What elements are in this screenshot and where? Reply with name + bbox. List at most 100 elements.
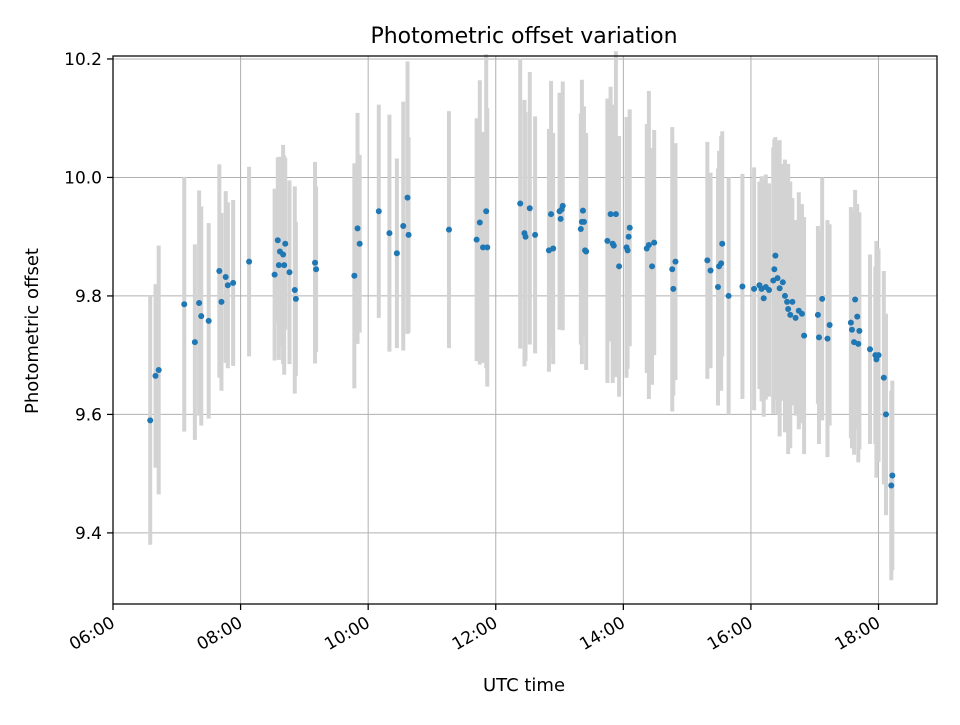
data-point: [779, 279, 786, 286]
data-point: [626, 224, 633, 231]
data-point: [704, 257, 711, 264]
data-point: [856, 327, 863, 334]
data-point: [526, 205, 533, 212]
data-point: [725, 292, 732, 299]
data-point: [224, 282, 231, 289]
data-point: [557, 215, 564, 222]
data-point: [312, 259, 319, 266]
data-point: [776, 285, 783, 292]
data-point: [246, 258, 253, 265]
data-point: [852, 296, 859, 303]
data-point: [152, 372, 159, 379]
data-point: [718, 260, 725, 267]
data-point: [607, 211, 614, 218]
data-point: [771, 266, 778, 273]
data-point: [577, 225, 584, 232]
data-point: [181, 301, 188, 308]
data-point: [532, 231, 539, 238]
data-point: [354, 225, 361, 232]
data-point: [612, 211, 619, 218]
data-point: [484, 244, 491, 251]
y-tick-label: 9.8: [75, 287, 102, 307]
data-point: [375, 208, 382, 215]
chart-title: Photometric offset variation: [370, 24, 677, 49]
data-point: [291, 287, 298, 294]
data-point: [230, 279, 237, 286]
data-point: [774, 275, 781, 282]
data-point: [313, 266, 320, 273]
data-point: [625, 233, 632, 240]
data-point: [581, 218, 588, 225]
data-point: [583, 248, 590, 255]
data-point: [280, 251, 287, 258]
data-point: [216, 268, 223, 275]
data-point: [875, 352, 882, 359]
data-point: [784, 298, 791, 305]
data-point: [645, 241, 652, 248]
data-point: [548, 211, 555, 218]
data-point: [218, 298, 225, 305]
data-point: [670, 285, 677, 292]
y-tick-label: 9.4: [75, 524, 102, 544]
data-points: [147, 194, 896, 489]
data-point: [522, 233, 529, 240]
data-point: [616, 263, 623, 270]
data-point: [393, 250, 400, 257]
data-point: [649, 263, 656, 270]
data-point: [880, 374, 887, 381]
data-point: [191, 339, 198, 346]
data-point: [707, 267, 714, 274]
data-point: [867, 346, 874, 353]
data-point: [789, 298, 796, 305]
data-point: [889, 472, 896, 479]
data-point: [386, 230, 393, 237]
data-point: [651, 239, 658, 246]
data-point: [292, 295, 299, 302]
y-axis-label: Photometric offset: [22, 248, 43, 414]
data-point: [281, 262, 288, 269]
data-point: [405, 231, 412, 238]
data-point: [624, 247, 631, 254]
data-point: [766, 287, 773, 294]
data-point: [282, 240, 289, 247]
data-point: [559, 202, 566, 209]
y-tick-label: 10.2: [64, 50, 102, 70]
data-point: [848, 326, 855, 333]
data-point: [155, 366, 162, 373]
data-point: [814, 311, 821, 318]
data-point: [847, 319, 854, 326]
data-point: [473, 236, 480, 243]
data-point: [286, 269, 293, 276]
data-point: [815, 334, 822, 341]
y-axis-ticks: 9.4 9.6 9.8 10.0 10.2: [64, 50, 113, 544]
data-point: [445, 226, 452, 233]
data-point: [669, 266, 676, 273]
data-point: [714, 284, 721, 291]
data-point: [356, 240, 363, 247]
data-point: [824, 335, 831, 342]
data-point: [882, 411, 889, 418]
data-point: [855, 340, 862, 347]
data-point: [480, 244, 487, 251]
data-point: [604, 237, 611, 244]
data-point: [854, 313, 861, 320]
data-point: [400, 223, 407, 230]
data-point: [719, 240, 726, 247]
data-point: [579, 207, 586, 214]
data-point: [274, 237, 281, 244]
data-point: [792, 314, 799, 321]
y-tick-label: 10.0: [64, 168, 102, 188]
data-point: [888, 482, 895, 489]
data-point: [781, 292, 788, 299]
data-point: [751, 285, 758, 292]
data-point: [798, 310, 805, 317]
data-point: [610, 242, 617, 249]
data-point: [483, 208, 490, 215]
data-point: [672, 258, 679, 265]
data-point: [275, 262, 282, 269]
data-point: [271, 271, 278, 278]
data-point: [550, 245, 557, 252]
data-point: [819, 295, 826, 302]
data-point: [476, 219, 483, 226]
